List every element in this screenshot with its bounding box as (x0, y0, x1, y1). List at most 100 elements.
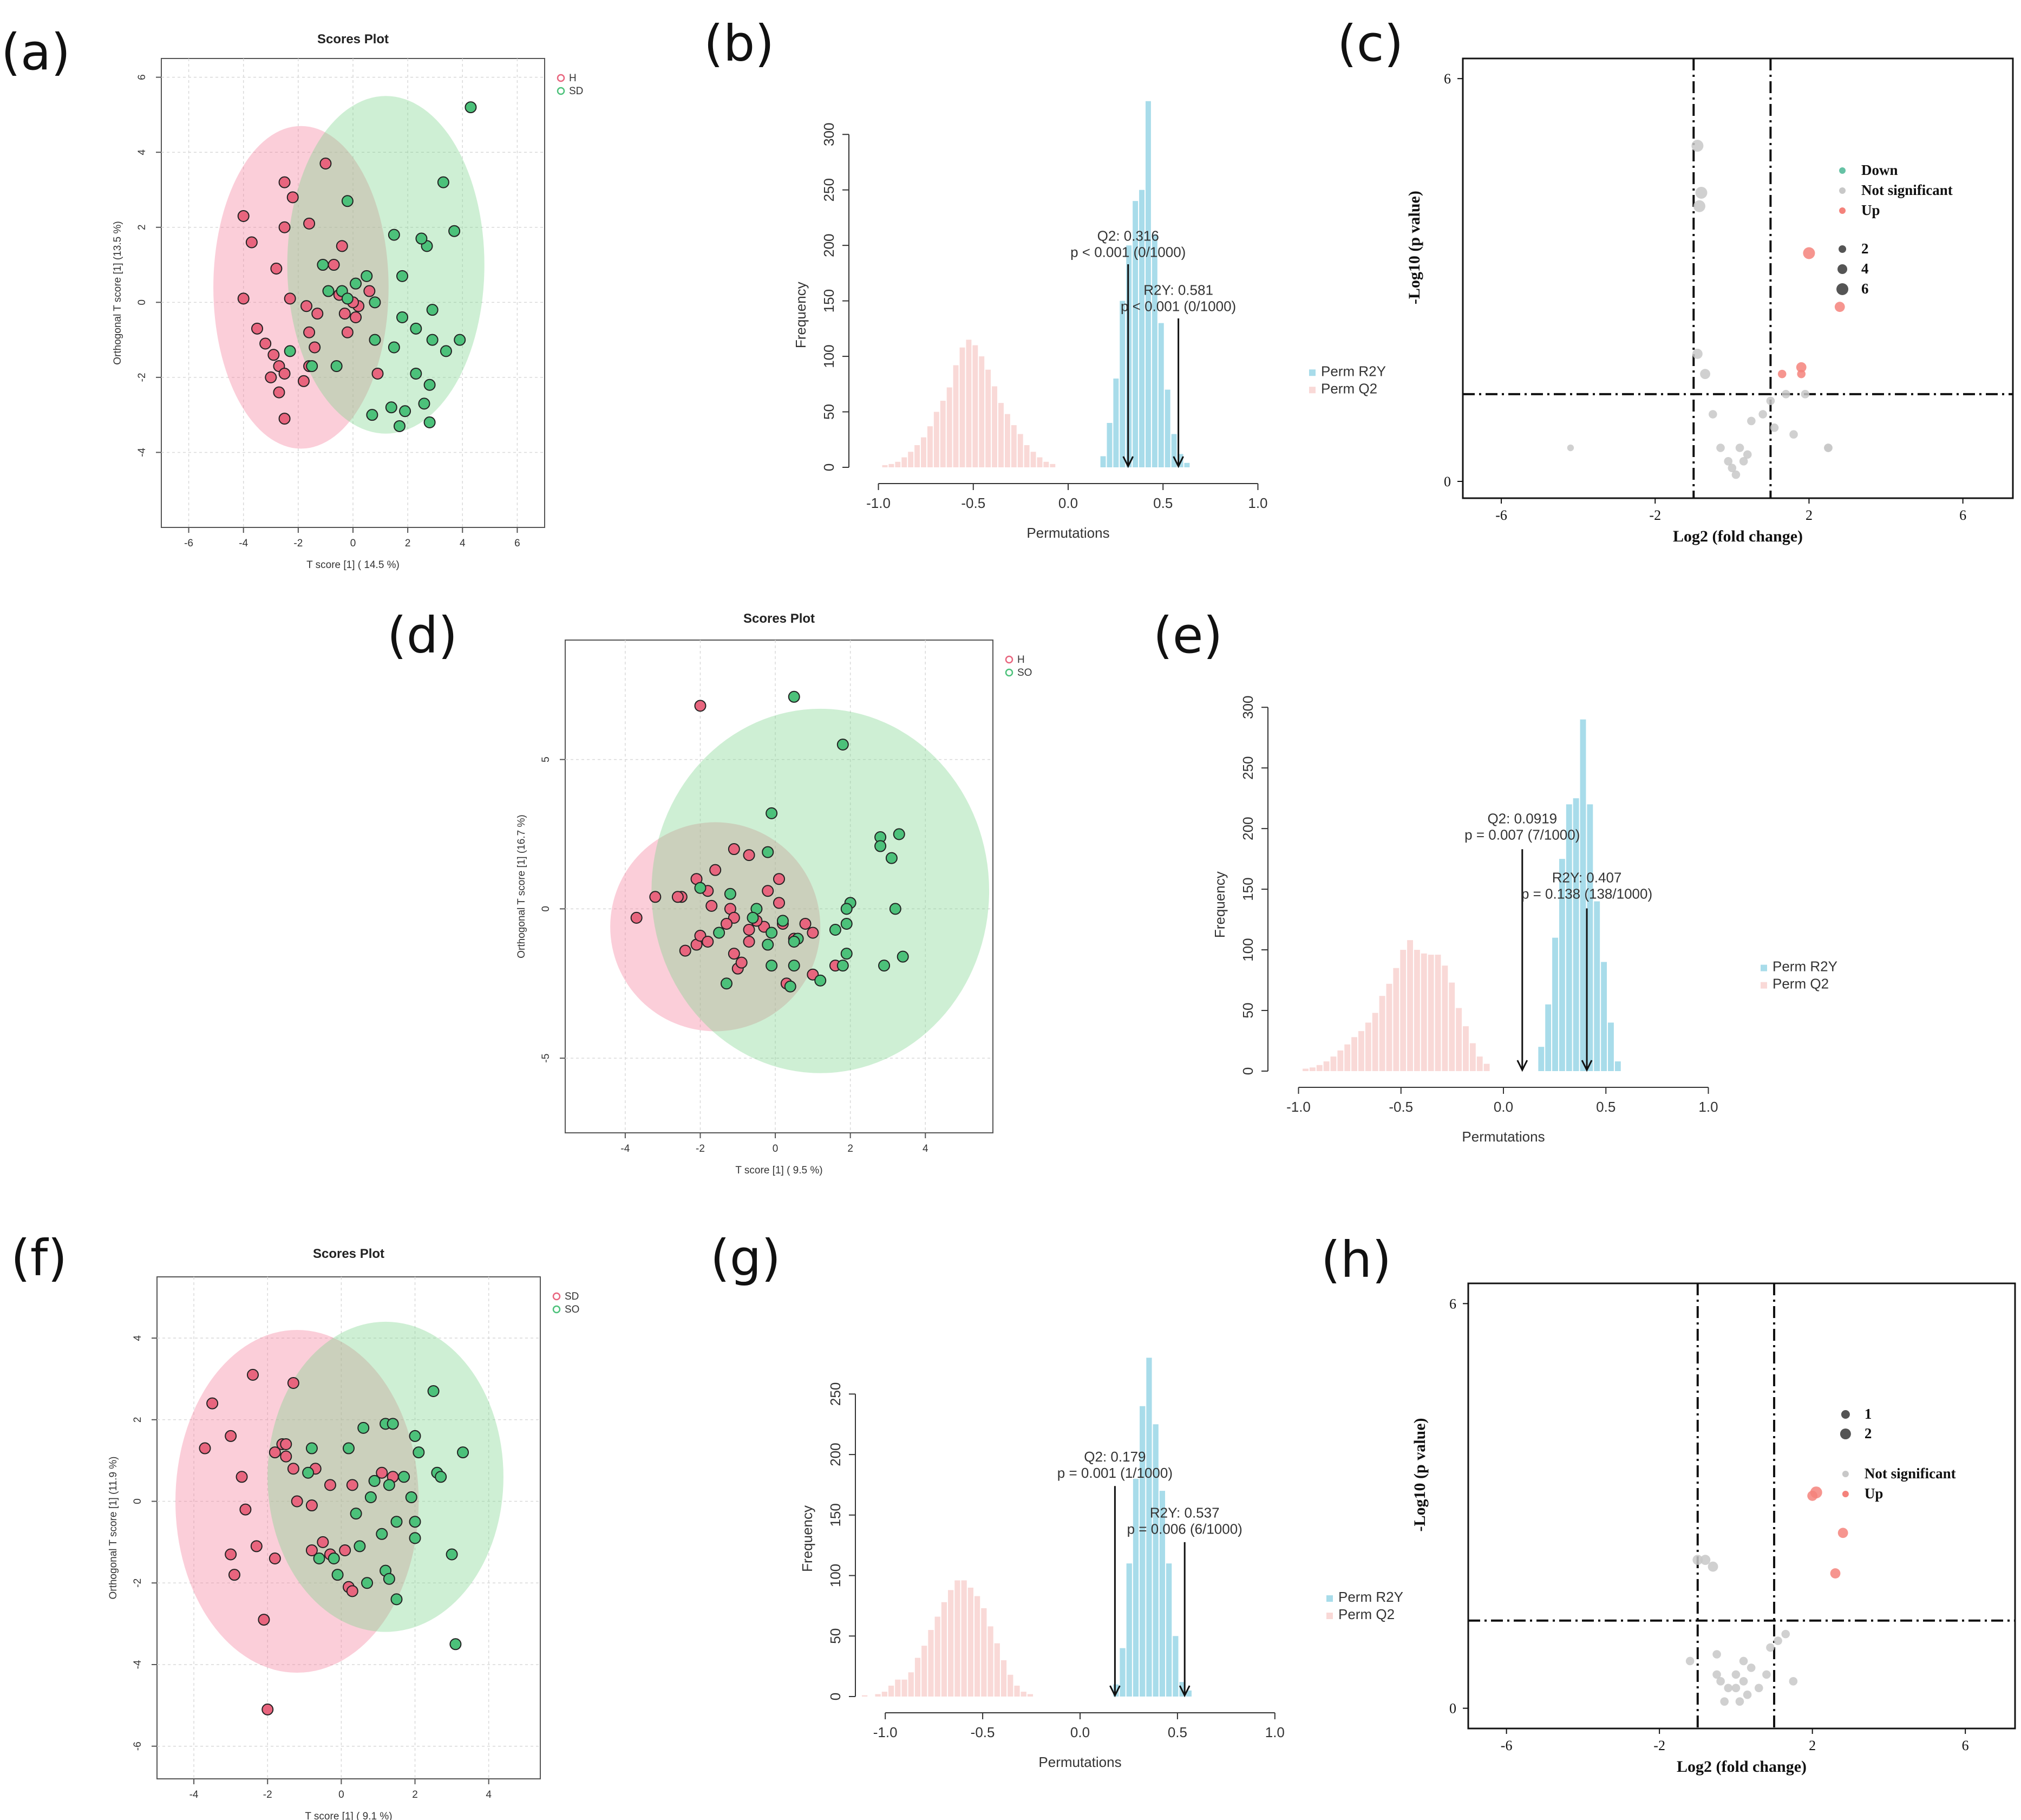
histogram-bar-Perm-Q2 (1407, 940, 1413, 1071)
score-point-SD (410, 367, 422, 380)
histogram-bar-Perm-Q2 (888, 464, 894, 467)
y-tick-label: 50 (821, 404, 837, 420)
score-point-SD (284, 345, 296, 357)
panel-label-b: (b) (704, 15, 774, 73)
x-tick-label: 0.0 (1058, 495, 1078, 511)
score-point-SO (409, 1430, 421, 1442)
score-point-SD (225, 1548, 237, 1561)
histogram-bar-Perm-R2Y (1139, 190, 1144, 467)
score-point-SO (694, 882, 707, 894)
score-point-H (273, 386, 285, 399)
x-tick-label: -4 (189, 1789, 199, 1801)
legend-label-Perm-Q2: Perm Q2 (1321, 380, 1377, 396)
score-point-SO (409, 1516, 421, 1528)
volcano-point-Not-significant (1567, 444, 1574, 452)
y-tick-label: 2 (136, 224, 148, 230)
score-point-SD (324, 1479, 336, 1491)
score-point-SD (322, 285, 335, 297)
score-point-SO (364, 1491, 377, 1503)
score-point-SD (330, 360, 343, 373)
y-tick-label: 0 (821, 464, 837, 471)
score-point-SO (398, 1471, 410, 1483)
scores-plot-d: -4 -2 0 2 4 -5 0 5 Scores Plot T score [1] ( 9.5 … (516, 611, 1032, 1176)
histogram-bar-Perm-Q2 (1027, 1694, 1034, 1697)
annotation-title: Q2: 0.316 (1097, 227, 1159, 244)
annotation-arrow-head (1581, 1060, 1593, 1072)
score-point-SO (449, 1638, 462, 1651)
histogram-bar-Perm-R2Y (1152, 234, 1157, 467)
y-tick-label: 0 (136, 299, 148, 305)
histogram-bar-Perm-Q2 (901, 457, 907, 467)
histogram-bar-Perm-Q2 (1024, 445, 1030, 467)
score-point-SO (840, 948, 853, 960)
score-point-SD (388, 341, 400, 354)
x-tick-label: 1.0 (1698, 1099, 1718, 1115)
y-tick-label: -2 (132, 1578, 143, 1588)
x-tick-label: -6 (1501, 1738, 1513, 1753)
histogram-bar-Perm-R2Y (1120, 301, 1126, 467)
panel-label-h: (h) (1321, 1231, 1391, 1289)
histogram-bar-Perm-Q2 (927, 426, 933, 467)
x-tick-label: 4 (460, 538, 466, 549)
y-tick-label: 250 (1240, 756, 1256, 779)
score-point-SO (376, 1528, 388, 1540)
score-point-SD (228, 1569, 240, 1581)
y-tick-label: 250 (821, 178, 837, 201)
score-point-SO (893, 828, 905, 840)
score-point-SD (339, 1544, 351, 1556)
score-point-H (278, 413, 291, 425)
score-point-H (278, 176, 291, 188)
legend-size-marker (1837, 264, 1848, 274)
score-point-SO (457, 1446, 469, 1459)
score-point-H (259, 337, 272, 350)
histogram-bar-Perm-R2Y (1126, 1563, 1132, 1697)
volcano-point-Up (1797, 369, 1806, 379)
histogram-bar-Perm-Q2 (921, 437, 926, 467)
volcano-plot-c: -6 -2 2 6 0 6 Log2 (fold change) -Log10 (p valu… (1405, 57, 2014, 545)
score-point-H (807, 927, 819, 939)
x-tick-label: 1.0 (1248, 495, 1267, 511)
annotation-pvalue: p < 0.001 (0/1000) (1121, 298, 1236, 314)
volcano-point-Not-significant (1709, 410, 1717, 419)
score-point-H (297, 375, 310, 387)
legend-label-SD: SD (565, 1291, 579, 1302)
legend-label-SD: SD (569, 86, 583, 97)
y-axis-label: -Log10 (p value) (1411, 1418, 1429, 1531)
volcano-point-Not-significant (1735, 443, 1744, 452)
volcano-point-Not-significant (1789, 1677, 1798, 1686)
score-point-H (743, 923, 755, 936)
legend-size-label: 1 (1865, 1406, 1872, 1422)
volcano-point-Not-significant (1739, 1656, 1748, 1666)
score-point-SO (766, 807, 778, 819)
histogram-bar-Perm-Q2 (1330, 1056, 1337, 1071)
histogram-bar-Perm-Q2 (998, 403, 1004, 467)
histogram-bar-Perm-R2Y (1608, 1022, 1614, 1071)
histogram-bar-Perm-R2Y (1559, 859, 1565, 1071)
histogram-bar-Perm-R2Y (1153, 1424, 1159, 1697)
histogram-bar-Perm-Q2 (987, 1626, 993, 1697)
score-point-SD (415, 232, 428, 245)
legend-size-label: 6 (1861, 280, 1869, 297)
histogram-bar-Perm-Q2 (1393, 968, 1399, 1071)
volcano-point-Up (1830, 1568, 1841, 1578)
x-tick-label: 0 (338, 1789, 344, 1801)
score-point-H (705, 899, 718, 912)
score-point-SO (409, 1532, 421, 1544)
y-tick-label: -4 (136, 448, 148, 457)
volcano-point-Not-significant (1685, 1656, 1695, 1666)
volcano-point-Not-significant (1743, 450, 1752, 459)
legend-label-Perm-R2Y: Perm R2Y (1338, 1589, 1403, 1605)
y-axis-label: Orthogonal T score [1] (11.9 %) (108, 1456, 119, 1599)
histogram-bar-Perm-Q2 (881, 1692, 887, 1697)
histogram-bar-Perm-Q2 (1372, 1013, 1378, 1071)
volcano-point-Not-significant (1708, 1561, 1718, 1572)
histogram-bar-Perm-R2Y (1186, 1690, 1192, 1697)
score-point-SD (306, 360, 318, 373)
histogram-bar-Perm-R2Y (1545, 1004, 1552, 1071)
y-tick-label: 0 (827, 1693, 843, 1700)
x-axis-label: T score [1] ( 9.5 %) (735, 1165, 822, 1176)
score-point-SD (369, 296, 381, 309)
score-point-H (720, 917, 732, 930)
histogram-bar-Perm-R2Y (1566, 804, 1572, 1071)
legend-swatch-Perm-R2Y (1326, 1595, 1333, 1602)
